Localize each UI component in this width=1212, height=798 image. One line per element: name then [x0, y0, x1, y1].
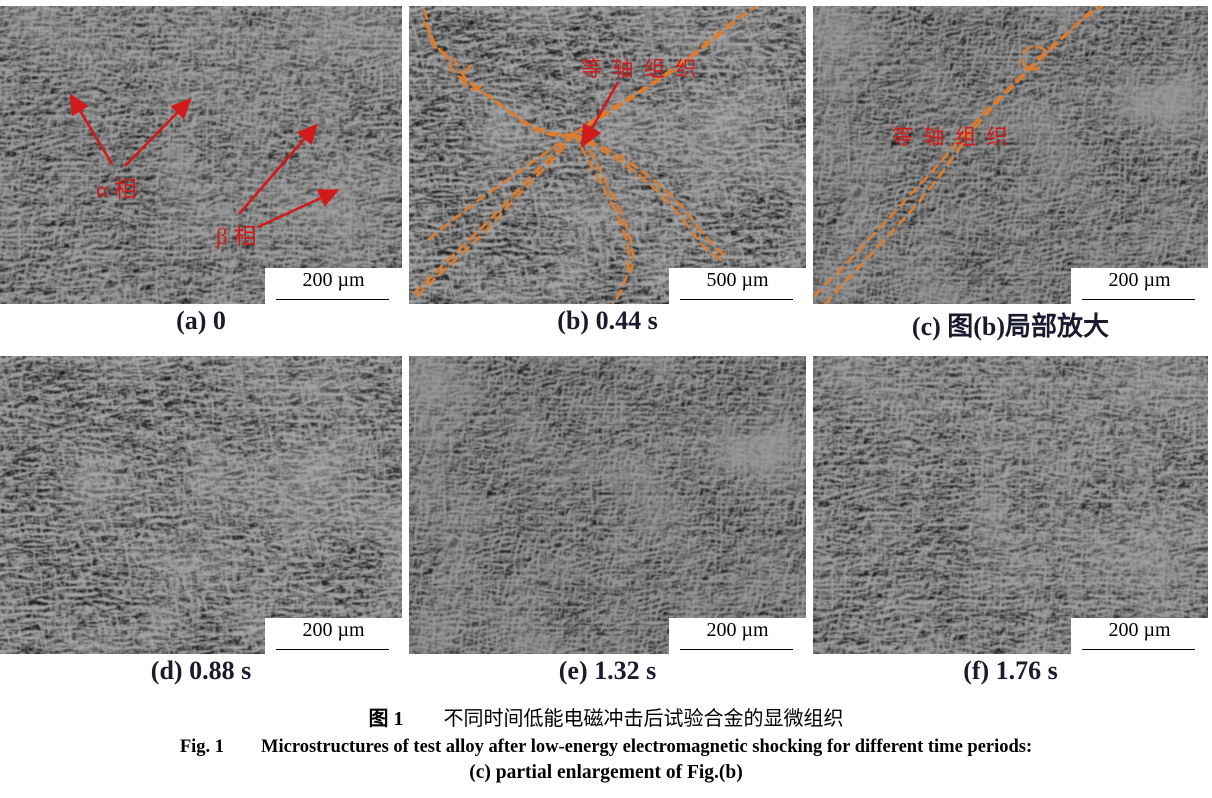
svg-text:α 相: α 相: [96, 177, 137, 202]
svg-text:等 轴 组 织: 等 轴 组 织: [892, 126, 1008, 149]
svg-text:β 相: β 相: [216, 224, 256, 249]
svg-text:等 轴 组 织: 等 轴 组 织: [581, 58, 697, 81]
